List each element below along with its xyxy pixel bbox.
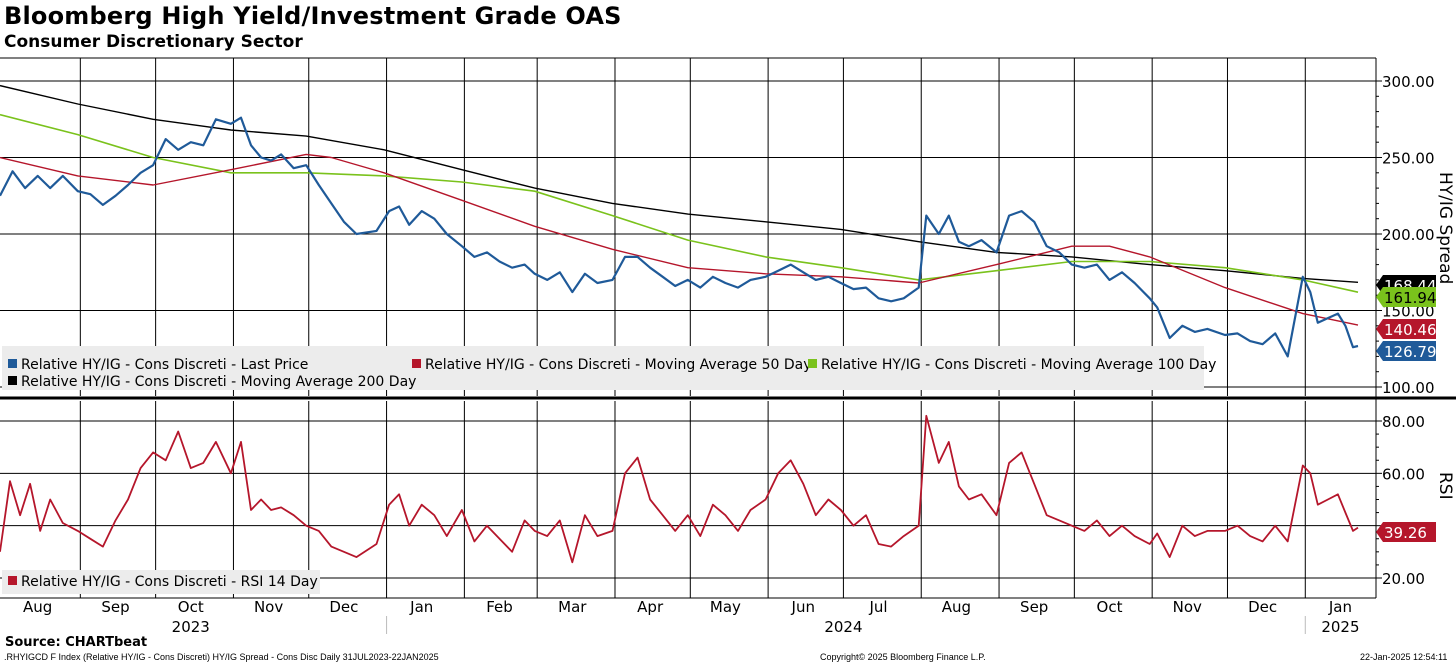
value-tag-bg [1376,319,1436,339]
chart-title: Bloomberg High Yield/Investment Grade OA… [4,2,622,30]
x-tick-label: Jun [791,598,815,616]
legend-label: Relative HY/IG - Cons Discreti - Last Pr… [21,357,308,373]
legend-label: Relative HY/IG - Cons Discreti - RSI 14 … [21,574,318,590]
y-tick-label: 200.00 [1382,226,1435,244]
x-year-label: 2025 [1321,618,1359,636]
y-tick-label: 60.00 [1382,465,1425,483]
x-tick-label: Dec [1248,598,1277,616]
legend-label: Relative HY/IG - Cons Discreti - Moving … [425,357,812,373]
source-label: Source: CHARTbeat [5,635,148,650]
last-value-tag-rsi: 39.26 [1376,522,1436,542]
x-year-label: 2024 [824,618,862,636]
value-tag-text: 126.79 [1384,343,1437,361]
x-tick-label: Aug [23,598,52,616]
series-line-ma50 [0,153,1359,326]
x-tick-label: Oct [178,598,204,616]
legend-swatch [8,359,17,368]
y-tick-label: 250.00 [1382,150,1435,168]
legend-box [2,570,320,594]
legend-swatch [8,576,17,585]
last-value-tag-ma50: 140.46 [1376,319,1437,339]
chart-subtitle: Consumer Discretionary Sector [4,32,303,52]
value-tag-text: 140.46 [1384,321,1437,339]
x-tick-label: Feb [486,598,513,616]
y-tick-label: 100.00 [1382,379,1435,397]
value-tag-bg [1376,287,1436,307]
series-line-rsi [0,414,1359,564]
legend-label: Relative HY/IG - Cons Discreti - Moving … [21,374,416,390]
x-tick-label: Sep [1020,598,1048,616]
y-axis-label: RSI [1435,472,1455,500]
x-tick-label: Jan [1328,598,1352,616]
x-tick-label: Jan [409,598,433,616]
y-tick-label: 300.00 [1382,73,1435,91]
copyright-text: Copyright© 2025 Bloomberg Finance L.P. [820,652,986,662]
value-tag-text: 39.26 [1384,524,1427,542]
x-tick-label: Sep [101,598,129,616]
series-line-last [0,116,1359,358]
x-tick-label: May [710,598,741,616]
timestamp-text: 22-Jan-2025 12:54:11 [1360,652,1448,662]
legend-swatch [412,359,421,368]
y-axis-label: HY/IG Spread [1435,172,1455,284]
x-tick-label: Nov [254,598,283,616]
legend-label: Relative HY/IG - Cons Discreti - Moving … [821,357,1216,373]
x-tick-label: Oct [1097,598,1123,616]
index-description: .RHYIGCD F Index (Relative HY/IG - Cons … [4,652,439,662]
value-tag-bg [1376,522,1436,542]
last-value-tag-ma100: 161.94 [1376,287,1437,307]
x-year-label: 2023 [172,618,210,636]
legend-swatch [808,359,817,368]
x-tick-label: Nov [1173,598,1202,616]
x-tick-label: Dec [329,598,358,616]
legend-box [2,346,1204,390]
value-tag-text: 161.94 [1384,289,1437,307]
x-tick-label: Apr [637,598,664,616]
x-tick-label: Aug [942,598,971,616]
value-tag-bg [1376,341,1436,361]
series-line-ma200 [0,84,1359,283]
x-tick-label: Mar [558,598,587,616]
y-tick-label: 80.00 [1382,413,1425,431]
y-tick-label: 20.00 [1382,570,1425,588]
last-value-tag-last: 126.79 [1376,341,1437,361]
legend-swatch [8,376,17,385]
x-tick-label: Jul [869,598,888,616]
series-line-ma100 [0,113,1359,293]
